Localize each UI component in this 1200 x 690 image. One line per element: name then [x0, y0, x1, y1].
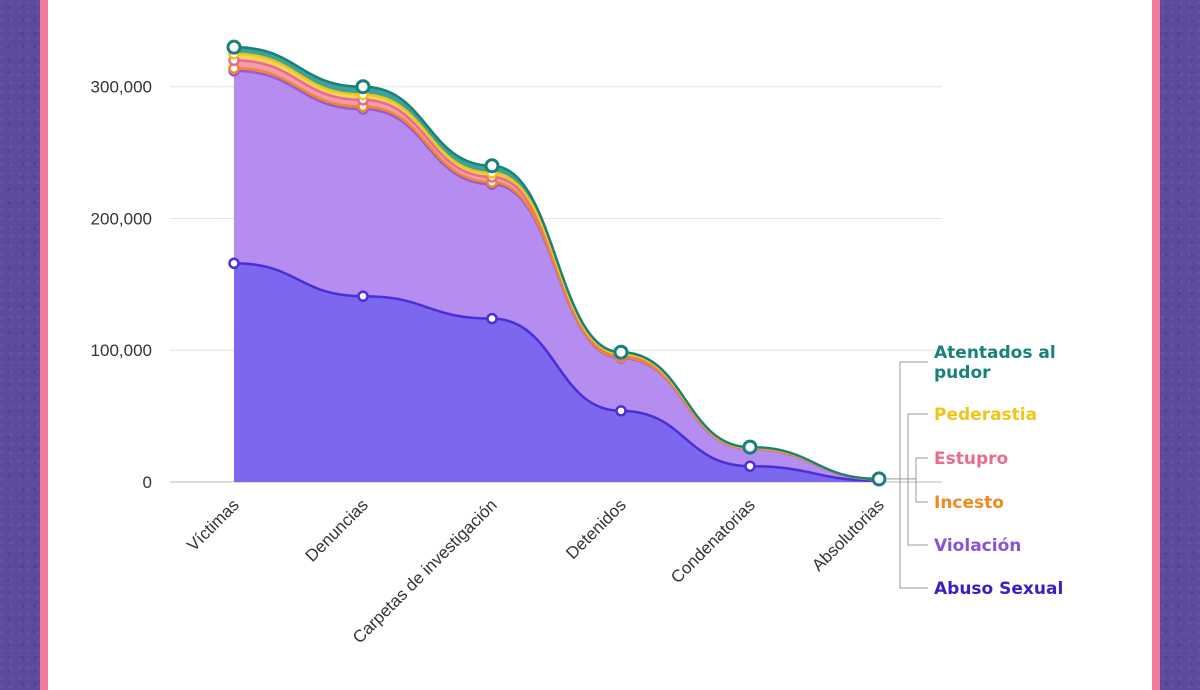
- legend-line: Atentados al: [934, 343, 1056, 363]
- point-abuso-sexual-denuncias: [357, 290, 369, 302]
- legend-connector: [899, 478, 928, 589]
- area-abuso-sexual: [234, 263, 879, 482]
- point-atentados-al-pudor-denuncias: [355, 79, 371, 95]
- legend-label-violacion: Violación: [934, 536, 1021, 556]
- legend-label-pederastia: Pederastia: [934, 405, 1037, 425]
- legend-line: pudor: [934, 363, 991, 383]
- legend-line: Abuso Sexual: [934, 579, 1063, 599]
- legend-line: Pederastia: [934, 405, 1037, 425]
- legend-connector: [915, 478, 928, 503]
- legend-line: Violación: [934, 536, 1021, 556]
- legend-label-incesto: Incesto: [934, 493, 1004, 513]
- legend-connector: [899, 361, 928, 479]
- x-tick-label: Víctimas: [183, 495, 243, 555]
- legend-line: Incesto: [934, 493, 1004, 513]
- y-axis: 0 100,000 200,000 300,000: [91, 78, 152, 492]
- x-tick-label: Absolutorias: [808, 495, 888, 575]
- x-tick-label: Condenatorias: [667, 495, 759, 587]
- point-atentados-al-pudor-condenatorias: [742, 439, 758, 455]
- x-tick-label: Carpetas de investigación: [349, 495, 501, 647]
- point-atentados-al-pudor-victimas: [226, 39, 242, 55]
- legend-connector: [915, 457, 928, 479]
- point-abuso-sexual-detenidos: [615, 405, 627, 417]
- point-abuso-sexual-carpetas-de-investigacion: [486, 312, 498, 325]
- y-tick-label: 300,000: [91, 78, 152, 97]
- legend-line: Estupro: [934, 449, 1008, 469]
- y-tick-label: 0: [143, 473, 152, 492]
- point-atentados-al-pudor-carpetas-de-investigacion: [484, 158, 500, 174]
- point-atentados-al-pudor-absolutorias: [871, 471, 887, 487]
- legend-label-abuso-sexual: Abuso Sexual: [934, 579, 1063, 599]
- point-abuso-sexual-condenatorias: [744, 460, 756, 472]
- x-tick-label: Detenidos: [562, 495, 630, 563]
- legend-connector: [907, 478, 928, 546]
- x-tick-label: Denuncias: [302, 495, 372, 565]
- point-atentados-al-pudor-detenidos: [613, 344, 629, 360]
- legend-label-estupro: Estupro: [934, 449, 1008, 469]
- y-tick-label: 100,000: [91, 341, 152, 360]
- y-tick-label: 200,000: [91, 209, 152, 228]
- stacked-area-chart: 0 100,000 200,000 300,000 Víctimas Denuncias…: [91, 39, 1063, 647]
- legend-label-atentados-al-pudor: Atentados al pudor: [934, 343, 1056, 383]
- legend-connector: [907, 413, 928, 479]
- point-abuso-sexual-victimas: [228, 257, 240, 270]
- data-points: [226, 39, 887, 487]
- legend: Atentados al pudor Pederastia Estupro Incest…: [887, 343, 1063, 599]
- area-violacion: [234, 70, 879, 481]
